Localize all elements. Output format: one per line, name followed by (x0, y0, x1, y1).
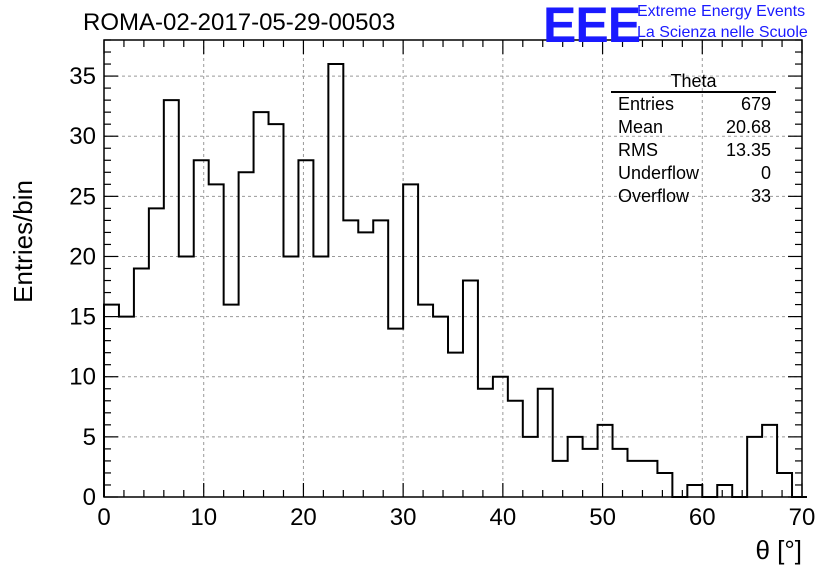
y-tick-label: 5 (83, 424, 96, 451)
stats-row-overflow: Overflow 33 (611, 185, 776, 208)
stats-row-entries: Entries 679 (611, 93, 776, 116)
y-tick-label: 10 (69, 364, 96, 391)
y-tick-label: 25 (69, 183, 96, 210)
axis-tick-labels: 0 10 20 30 40 50 60 70 0 5 10 15 20 25 30 35 (69, 63, 815, 531)
x-axis-label: θ [°] (755, 535, 802, 565)
grid-lines (104, 40, 802, 497)
stats-value: 33 (750, 186, 771, 206)
stats-label: Underflow (618, 163, 700, 183)
y-tick-label: 20 (69, 243, 96, 270)
logo-subtitle-line2: La Scienza nelle Scuole (637, 24, 808, 41)
stats-value: 13.35 (725, 140, 771, 160)
histogram-line (103, 63, 807, 498)
x-tick-label: 70 (789, 504, 816, 531)
x-tick-label: 50 (589, 504, 616, 531)
stats-value: 20.68 (725, 117, 771, 137)
stats-row-rms: RMS 13.35 (611, 139, 776, 162)
stats-label: Entries (618, 94, 675, 114)
x-tick-label: 40 (490, 504, 517, 531)
x-tick-label: 0 (97, 504, 110, 531)
stats-row-underflow: Underflow 0 (611, 162, 776, 185)
x-tick-label: 30 (390, 504, 417, 531)
stats-label: Mean (618, 117, 664, 137)
stats-row-mean: Mean 20.68 (611, 116, 776, 139)
stats-value: 0 (760, 163, 771, 183)
y-tick-label: 30 (69, 123, 96, 150)
x-tick-label: 10 (190, 504, 217, 531)
logo-subtitle-line1: Extreme Energy Events (637, 3, 806, 20)
stats-label: RMS (618, 140, 658, 160)
eee-logo: EEE (543, 0, 641, 53)
y-axis-label: Entries/bin (8, 180, 38, 303)
stats-box: Theta Entries 679 Mean 20.68 RMS 13.35 U… (611, 71, 776, 208)
chart-title: ROMA-02-2017-05-29-00503 (83, 9, 396, 36)
axis-ticks (103, 39, 803, 498)
y-tick-label: 35 (69, 63, 96, 90)
stats-title: Theta (611, 71, 776, 93)
y-tick-label: 15 (69, 304, 96, 331)
stats-label: Overflow (618, 186, 690, 206)
y-tick-label: 0 (83, 484, 96, 511)
x-tick-label: 60 (689, 504, 716, 531)
x-tick-label: 20 (290, 504, 317, 531)
stats-value: 679 (740, 94, 771, 114)
